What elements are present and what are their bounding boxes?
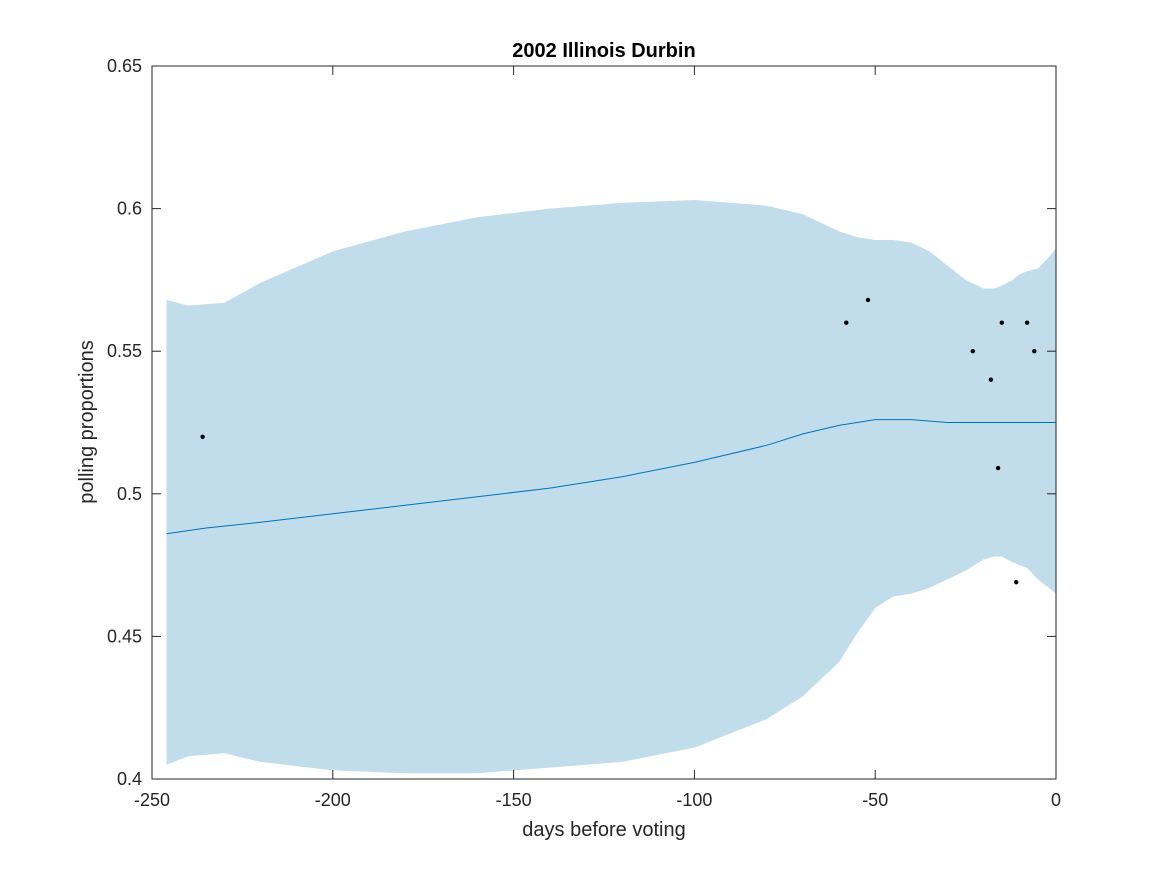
y-tick-label: 0.45	[107, 626, 142, 646]
x-tick-label: -50	[862, 790, 888, 810]
poll-point	[970, 349, 975, 354]
poll-point	[844, 320, 849, 325]
y-tick-label: 0.65	[107, 56, 142, 76]
axes-box	[151, 65, 1057, 780]
poll-point	[988, 377, 994, 382]
x-tick-label: -100	[676, 790, 712, 810]
trend-line	[166, 419, 1056, 535]
y-tick-label: 0.5	[117, 484, 142, 504]
confidence-band	[166, 200, 1056, 774]
x-tick-label: -250	[134, 790, 170, 810]
x-tick-label: -150	[496, 790, 532, 810]
poll-point	[1032, 349, 1037, 354]
poll-point	[865, 297, 871, 303]
x-tick-label: -200	[315, 790, 351, 810]
y-tick-label: 0.6	[117, 199, 142, 219]
y-tick-label: 0.4	[117, 769, 142, 789]
y-tick-label: 0.55	[107, 341, 142, 361]
poll-point	[995, 465, 1001, 471]
poll-point	[1024, 320, 1030, 325]
x-axis-label: days before voting	[522, 819, 685, 841]
poll-point	[200, 434, 205, 439]
poll-point	[1014, 580, 1019, 585]
chart-title: 2002 Illinois Durbin	[512, 40, 695, 62]
x-tick-label: 0	[1051, 790, 1061, 810]
poll-point	[999, 320, 1004, 325]
y-axis-label: polling proportions	[76, 340, 98, 503]
